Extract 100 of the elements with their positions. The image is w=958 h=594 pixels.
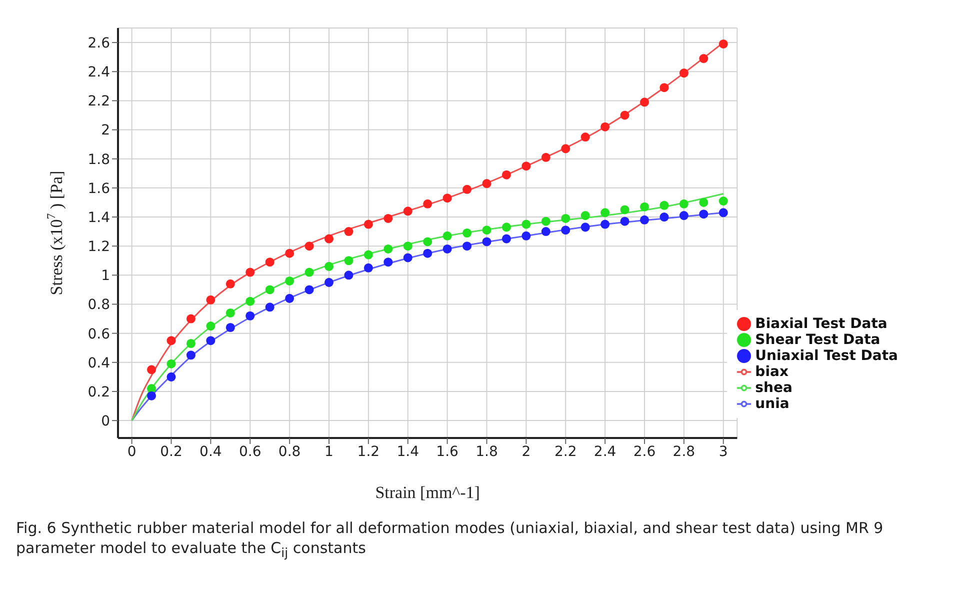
point [482,237,492,246]
x-tick-label: 2.2 [554,444,577,460]
legend-label: Biaxial Test Data [755,316,888,332]
x-tick-label: 0.4 [200,444,222,460]
point [246,311,255,320]
point [442,194,452,203]
point [600,122,610,132]
point [147,365,156,374]
point [541,216,550,226]
point [660,200,669,210]
x-tick-label: 1.8 [476,444,498,460]
x-tick-label: 3 [718,444,728,460]
x-tick-label: 0 [127,444,136,460]
x-tick-label: 1.2 [357,444,380,460]
x-tick-label: 0.8 [278,444,301,460]
point [304,268,314,277]
point [344,270,354,280]
point [442,231,452,240]
x-tick-label: 1.4 [396,444,420,460]
point [285,248,294,258]
point [147,391,156,400]
y-tick-label: 0 [101,414,110,430]
point [186,314,196,324]
x-tick-label: 2.4 [594,444,616,460]
point [226,279,235,288]
point [580,222,590,232]
x-tick-label: 0.6 [238,444,262,460]
legend-label: Uniaxial Test Data [755,348,898,364]
point [620,205,630,214]
point [344,227,354,236]
y-tick-label: 0.8 [88,297,110,314]
point [226,308,235,318]
x-tick-label: 2 [522,444,531,460]
point [561,144,570,154]
y-tick-label: 1 [101,268,110,284]
point [462,228,472,238]
point [403,242,412,251]
x-axis-title: Strain [mm^-1] [375,483,480,502]
point [403,253,412,262]
y-tick-label: 1.2 [88,239,110,256]
point [166,336,176,346]
point [482,226,492,235]
point [304,285,314,294]
point [600,208,610,218]
point [364,250,373,260]
y-tick-label: 0.4 [88,355,110,372]
legend-label: shea [755,380,792,396]
point [246,296,255,306]
y-tick-label: 0.2 [88,384,110,400]
point [502,170,511,180]
point [718,39,728,48]
point [324,262,334,271]
point [679,68,688,78]
point [324,278,334,287]
y-tick-label: 1.4 [88,210,110,226]
point [462,184,472,194]
point [699,210,708,219]
point [620,110,630,120]
legend-label: biax [755,364,788,380]
point [541,152,550,162]
y-tick-label: 2.2 [88,94,110,110]
point [206,295,216,304]
point [640,98,650,107]
point [660,212,669,222]
point [561,214,570,223]
point [640,215,650,224]
point [384,258,393,267]
x-tick-label: 0.2 [160,444,182,460]
point [679,199,688,208]
x-tick-label: 1.6 [436,444,459,460]
point [522,231,531,240]
point [384,244,393,254]
point [384,214,393,223]
point [502,222,511,232]
point [246,268,255,277]
point [324,234,334,244]
point [364,263,373,272]
point [482,179,492,188]
legend-label: Shear Test Data [755,332,880,348]
point [423,199,432,208]
point [462,242,472,251]
point [541,227,550,236]
x-tick-label: 2.6 [633,444,656,460]
point [660,83,669,92]
legend-label: unia [755,396,790,412]
point [166,372,176,382]
point [640,202,650,212]
point [600,220,610,229]
point [147,384,156,394]
point [580,211,590,220]
point [265,258,274,267]
point [364,220,373,229]
y-tick-label: 2.6 [88,36,110,52]
point [186,338,196,348]
point [718,196,728,206]
y-tick-label: 2 [101,122,110,139]
point [423,248,432,258]
point [522,162,531,171]
point [166,359,176,368]
point [502,234,511,244]
